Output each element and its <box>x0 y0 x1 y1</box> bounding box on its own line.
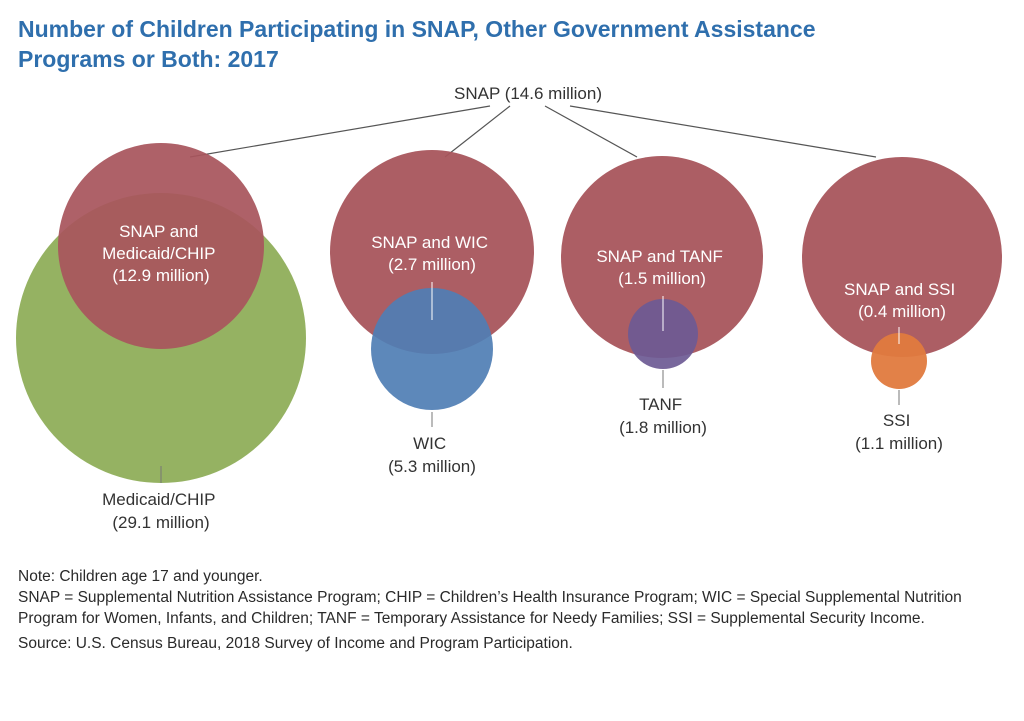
program-label-line: TANF <box>639 395 682 414</box>
program-label-medicaid: Medicaid/CHIP (29.1 million) <box>102 490 220 532</box>
ssi-circle <box>871 333 927 389</box>
snap-circle-medicaid <box>58 143 264 349</box>
connector-line-tanf <box>544 105 638 158</box>
program-label-line: Medicaid/CHIP <box>102 490 215 509</box>
overlap-label-line: (0.4 million) <box>858 302 946 321</box>
program-label-ssi: SSI (1.1 million) <box>855 411 943 453</box>
chart-title: Number of Children Participating in SNAP… <box>18 14 1008 74</box>
wic-circle <box>371 288 493 410</box>
overlap-label-line: SNAP and TANF <box>596 247 723 266</box>
program-label-tanf: TANF (1.8 million) <box>619 395 707 437</box>
program-label-line: (1.1 million) <box>855 434 943 453</box>
note-text: Note: Children age 17 and younger. <box>18 568 263 585</box>
tanf-circle <box>628 299 698 369</box>
connector-line-wic <box>444 105 511 158</box>
snap-circle-wic <box>330 150 534 354</box>
overlap-label-ssi: SNAP and SSI (0.4 million) <box>844 280 960 321</box>
program-label-line: SSI <box>883 411 910 430</box>
program-label-line: (1.8 million) <box>619 418 707 437</box>
overlap-label-line: (1.5 million) <box>618 269 706 288</box>
footnotes: Note: Children age 17 and younger. SNAP … <box>18 566 1008 654</box>
overlap-label-line: (2.7 million) <box>388 255 476 274</box>
connector-line-medicaid <box>189 105 491 158</box>
chart-title-line-2: Programs or Both: 2017 <box>18 46 279 72</box>
group-tanf: SNAP and TANF (1.5 million) TANF (1.8 mi… <box>561 156 763 437</box>
snap-connector-lines <box>189 105 877 158</box>
overlap-label-line: SNAP and <box>119 222 198 241</box>
definitions-text: SNAP = Supplemental Nutrition Assistance… <box>18 589 962 627</box>
snap-circle-ssi <box>802 157 1002 357</box>
source-text: Source: U.S. Census Bureau, 2018 Survey … <box>18 635 573 652</box>
group-ssi: SNAP and SSI (0.4 million) SSI (1.1 mill… <box>802 157 1002 453</box>
program-label-wic: WIC (5.3 million) <box>388 434 476 476</box>
overlap-label-tanf: SNAP and TANF (1.5 million) <box>596 247 727 288</box>
snap-circle-tanf <box>561 156 763 358</box>
overlap-label-line: Medicaid/CHIP <box>102 244 215 263</box>
group-wic: SNAP and WIC (2.7 million) WIC (5.3 mill… <box>330 150 534 476</box>
snap-total-label: SNAP (14.6 million) <box>454 84 602 103</box>
overlap-label-line: SNAP and WIC <box>371 233 488 252</box>
overlap-label-line: SNAP and SSI <box>844 280 955 299</box>
program-label-line: WIC <box>413 434 446 453</box>
group-medicaid-chip: SNAP and Medicaid/CHIP (12.9 million) Me… <box>16 143 306 532</box>
program-label-line: (29.1 million) <box>112 513 209 532</box>
connector-line-ssi <box>569 105 877 158</box>
overlap-label-line: (12.9 million) <box>112 266 209 285</box>
program-label-line: (5.3 million) <box>388 457 476 476</box>
overlap-label-wic: SNAP and WIC (2.7 million) <box>371 233 493 274</box>
chart-title-line-1: Number of Children Participating in SNAP… <box>18 16 816 42</box>
overlap-label-medicaid: SNAP and Medicaid/CHIP (12.9 million) <box>102 222 220 285</box>
